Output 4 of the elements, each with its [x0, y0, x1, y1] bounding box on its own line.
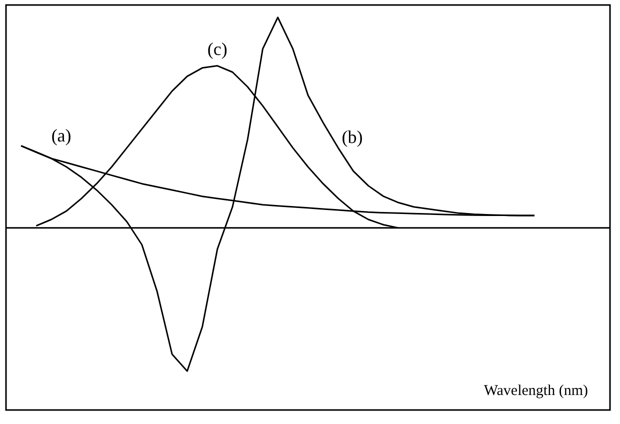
x-axis-title: Wavelength (nm) [484, 383, 588, 399]
series-label: (b) [342, 126, 363, 147]
series-label: (c) [207, 38, 228, 59]
series-label: (a) [51, 125, 72, 146]
